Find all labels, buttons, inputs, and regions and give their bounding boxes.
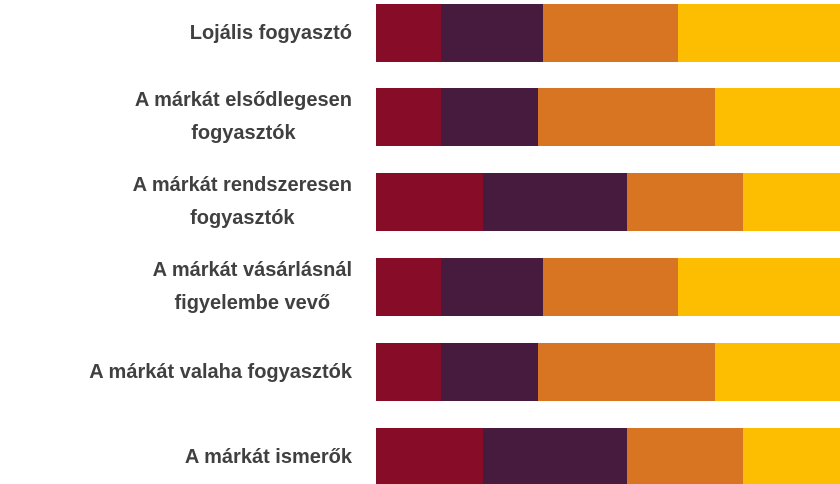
category-label: A márkát ismerők [0, 428, 352, 484]
bar-segment [742, 428, 840, 484]
bar-segment [440, 258, 544, 316]
category-label: Lojális fogyasztó [0, 4, 352, 62]
bar-segment [376, 4, 441, 62]
bar-segment [482, 428, 627, 484]
bar-segment [714, 343, 840, 401]
bar-segment [538, 88, 715, 146]
bar-segment [376, 428, 483, 484]
category-label-text: A márkát valaha fogyasztók [89, 360, 352, 383]
bar-segment [376, 88, 441, 146]
bar-segment [376, 343, 441, 401]
bar-segment [742, 173, 840, 231]
bar-segment [376, 173, 483, 231]
category-label-text: A márkát vásárlásnál figyelembe vevő [152, 259, 352, 314]
category-label: A márkát elsődlegesen fogyasztók [0, 88, 352, 146]
bar-segment [677, 258, 840, 316]
bar-segment [543, 4, 678, 62]
bar-segment [376, 258, 441, 316]
category-label: A márkát rendszeresen fogyasztók [0, 173, 352, 231]
bar-segment [440, 88, 539, 146]
bar-segment [626, 428, 743, 484]
bar-segment [440, 4, 544, 62]
category-label-text: A márkát elsődlegesen fogyasztók [134, 89, 352, 144]
category-label-text: A márkát ismerők [184, 445, 352, 468]
category-label: A márkát valaha fogyasztók [0, 343, 352, 401]
category-label-text: A márkát rendszeresen fogyasztók [132, 174, 352, 229]
bar-segment [543, 258, 678, 316]
bar-segment [714, 88, 840, 146]
category-label: A márkát vásárlásnál figyelembe vevő [0, 258, 352, 316]
bar-segment [440, 343, 539, 401]
bar-segment [677, 4, 840, 62]
category-label-text: Lojális fogyasztó [189, 21, 352, 44]
bar-segment [538, 343, 715, 401]
bar-segment [482, 173, 627, 231]
bar-segment [626, 173, 743, 231]
